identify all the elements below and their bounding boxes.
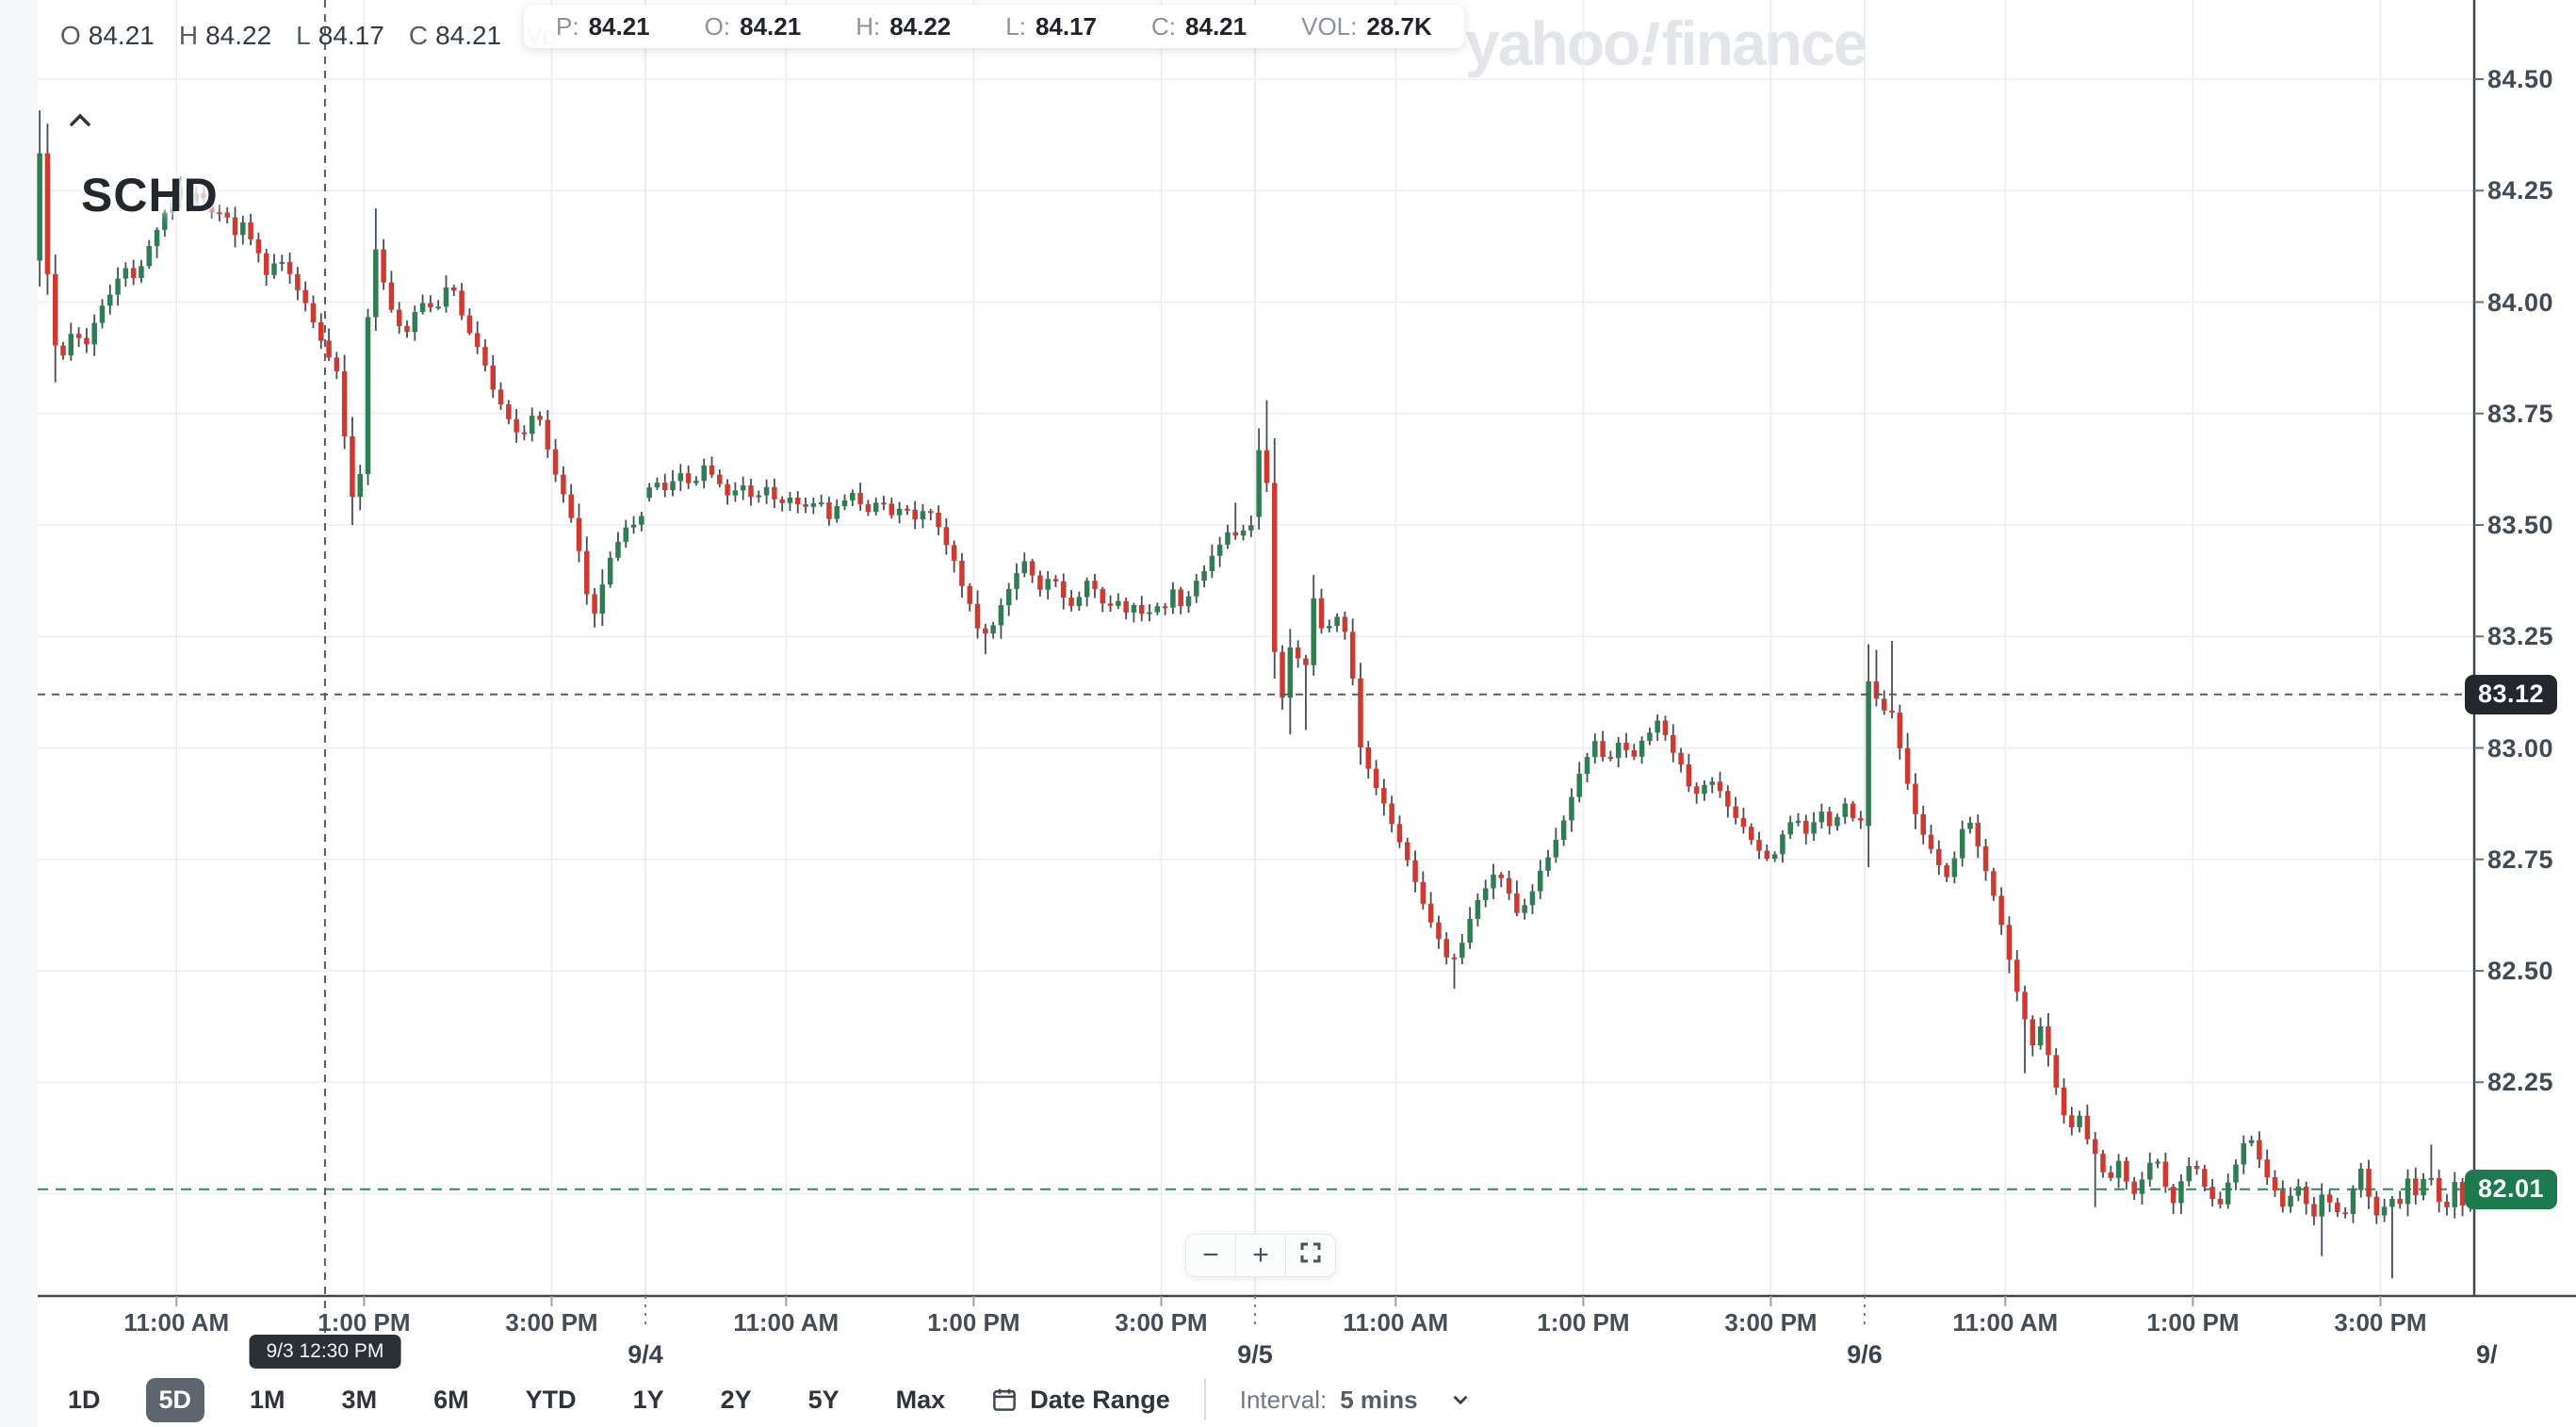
time-tick-label: 3:00 PM: [505, 1308, 598, 1337]
interval-value: 5 mins: [1340, 1385, 1418, 1414]
hover-ohlc-tooltip: P: 84.21 O: 84.21 H: 84.22 L: 84.17 C: 84.21 VOL: 2…: [524, 5, 1464, 48]
time-tick-label: 1:00 PM: [1537, 1308, 1630, 1337]
fullscreen-button[interactable]: [1285, 1235, 1335, 1276]
watermark-yahoo: yahoo: [1465, 8, 1640, 78]
tooltip-stat: O: 84.21: [704, 11, 802, 41]
time-tick-label: 3:00 PM: [1115, 1308, 1208, 1337]
time-tick-label: 1:00 PM: [2146, 1308, 2240, 1337]
time-tick-label: 3:00 PM: [2334, 1308, 2427, 1337]
zoom-out-button[interactable]: −: [1186, 1235, 1235, 1276]
date-tick-label: 9/5: [1237, 1340, 1273, 1369]
zoom-in-button[interactable]: +: [1235, 1235, 1285, 1276]
price-tick-label: 84.25: [2487, 176, 2554, 205]
time-tick-label: 11:00 AM: [1952, 1308, 2059, 1337]
legend-key: L: [296, 21, 311, 50]
range-button-5y[interactable]: 5Y: [807, 1385, 840, 1414]
caret-up-icon: [68, 111, 92, 133]
toolbar-divider: [1203, 1379, 1206, 1420]
legend-value: 84.22: [205, 21, 272, 50]
time-tick-label: 11:00 AM: [1343, 1308, 1449, 1337]
fullscreen-icon: [1299, 1239, 1322, 1271]
legend-value: 84.17: [318, 21, 384, 50]
crosshair-price-badge: 83.12: [2465, 674, 2558, 714]
range-button-1y[interactable]: 1Y: [632, 1385, 664, 1414]
time-tick-label: 11:00 AM: [733, 1308, 840, 1337]
price-tick-label: 83.00: [2487, 733, 2554, 763]
legend-key: O: [60, 21, 81, 50]
tooltip-stat: L: 84.17: [1005, 11, 1098, 41]
watermark-finance: finance: [1661, 8, 1867, 78]
tooltip-stat: VOL: 28.7K: [1301, 11, 1432, 41]
chevron-down-icon: [1448, 1387, 1473, 1412]
price-tick-label: 83.75: [2487, 399, 2554, 428]
date-tick-label: 9/6: [1847, 1340, 1883, 1369]
tooltip-stat: H: 84.22: [856, 11, 952, 41]
calendar-icon: [990, 1386, 1019, 1414]
date-range-button[interactable]: Date Range: [990, 1386, 1170, 1415]
range-button-6m[interactable]: 6M: [433, 1385, 469, 1414]
last-price-badge: 82.01: [2465, 1169, 2558, 1209]
range-button-1m[interactable]: 1M: [250, 1385, 285, 1414]
plus-icon: +: [1252, 1239, 1269, 1271]
price-tick-label: 82.75: [2487, 845, 2554, 874]
price-tick-label: 84.50: [2487, 65, 2554, 93]
legend-key: H: [178, 21, 199, 50]
range-button-5d[interactable]: 5D: [145, 1377, 205, 1422]
tooltip-stat: P: 84.21: [556, 11, 650, 41]
range-toolbar: 1D 5D 1M 3M 6M YTD 1Y 2Y 5Y Max Date Range Interv…: [57, 1374, 1473, 1425]
legend-value: 84.21: [435, 21, 502, 50]
time-tick-label: 1:00 PM: [927, 1308, 1020, 1337]
price-tick-label: 83.25: [2487, 622, 2554, 651]
minus-icon: −: [1202, 1239, 1219, 1271]
range-button-max[interactable]: Max: [895, 1385, 946, 1414]
date-tick-label: 9/4: [628, 1340, 663, 1369]
price-tick-label: 84.00: [2487, 287, 2554, 317]
time-tick-label: 1:00 PM: [318, 1308, 411, 1337]
range-button-2y[interactable]: 2Y: [720, 1385, 752, 1414]
yahoo-finance-watermark: yahoo!finance: [1465, 8, 1867, 79]
time-tick-label: 3:00 PM: [1724, 1308, 1818, 1337]
price-tick-label: 83.50: [2487, 511, 2554, 539]
range-button-1d[interactable]: 1D: [68, 1385, 101, 1414]
legend-key: C: [408, 21, 429, 50]
legend-value: 84.21: [88, 21, 155, 50]
ticker-symbol: SCHD: [81, 169, 219, 221]
crosshair-date-tooltip: 9/3 12:30 PM: [249, 1335, 401, 1369]
interval-selector[interactable]: Interval: 5 mins: [1240, 1386, 1473, 1415]
zoom-controls: − +: [1185, 1234, 1336, 1277]
range-button-ytd[interactable]: YTD: [525, 1385, 577, 1414]
date-tick-label-clipped: 9/: [2476, 1340, 2498, 1369]
price-tick-label: 82.50: [2487, 957, 2554, 985]
left-gutter: [0, 0, 38, 1427]
interval-label: Interval:: [1239, 1385, 1328, 1414]
tooltip-stat: C: 84.21: [1151, 11, 1247, 41]
price-tick-label: 82.25: [2487, 1068, 2554, 1097]
date-range-label: Date Range: [1030, 1385, 1170, 1414]
range-button-3m[interactable]: 3M: [341, 1385, 378, 1414]
time-tick-label: 11:00 AM: [123, 1308, 230, 1337]
